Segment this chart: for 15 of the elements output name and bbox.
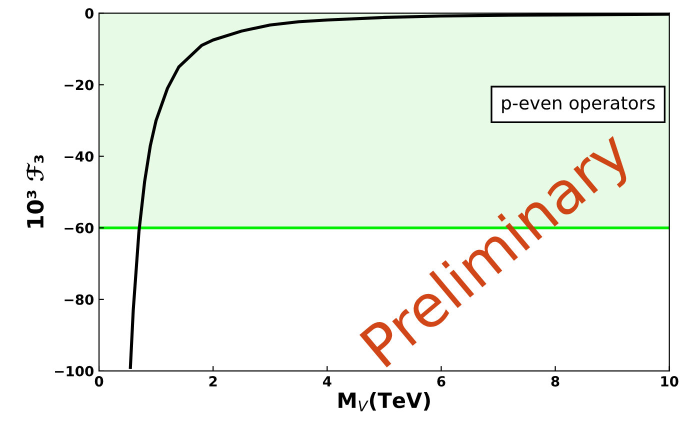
y-tick-label: −60 <box>64 222 94 234</box>
x-tick-label: 2 <box>209 376 217 386</box>
x-tick-label: 4 <box>322 376 332 386</box>
y-tick-label: −20 <box>64 80 94 90</box>
y-tick-label: −40 <box>64 151 94 162</box>
x-tick-label: 6 <box>437 376 446 387</box>
y-tick-label: −100 <box>55 366 94 376</box>
y-axis-title: 10³ ℱ₃ <box>26 155 44 228</box>
y-tick-label: 0 <box>85 8 94 19</box>
annotation: p-even operators <box>502 96 655 114</box>
x-tick-label: 0 <box>94 376 104 387</box>
x-tick-label: 10 <box>661 376 678 387</box>
x-axis-title: M$_{V}$(TeV) <box>338 392 430 412</box>
y-tick-label: −80 <box>64 294 94 305</box>
x-tick-label: 8 <box>551 376 560 387</box>
